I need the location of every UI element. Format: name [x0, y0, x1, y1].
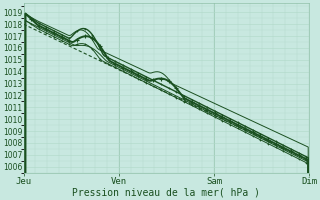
X-axis label: Pression niveau de la mer( hPa ): Pression niveau de la mer( hPa )	[72, 187, 260, 197]
